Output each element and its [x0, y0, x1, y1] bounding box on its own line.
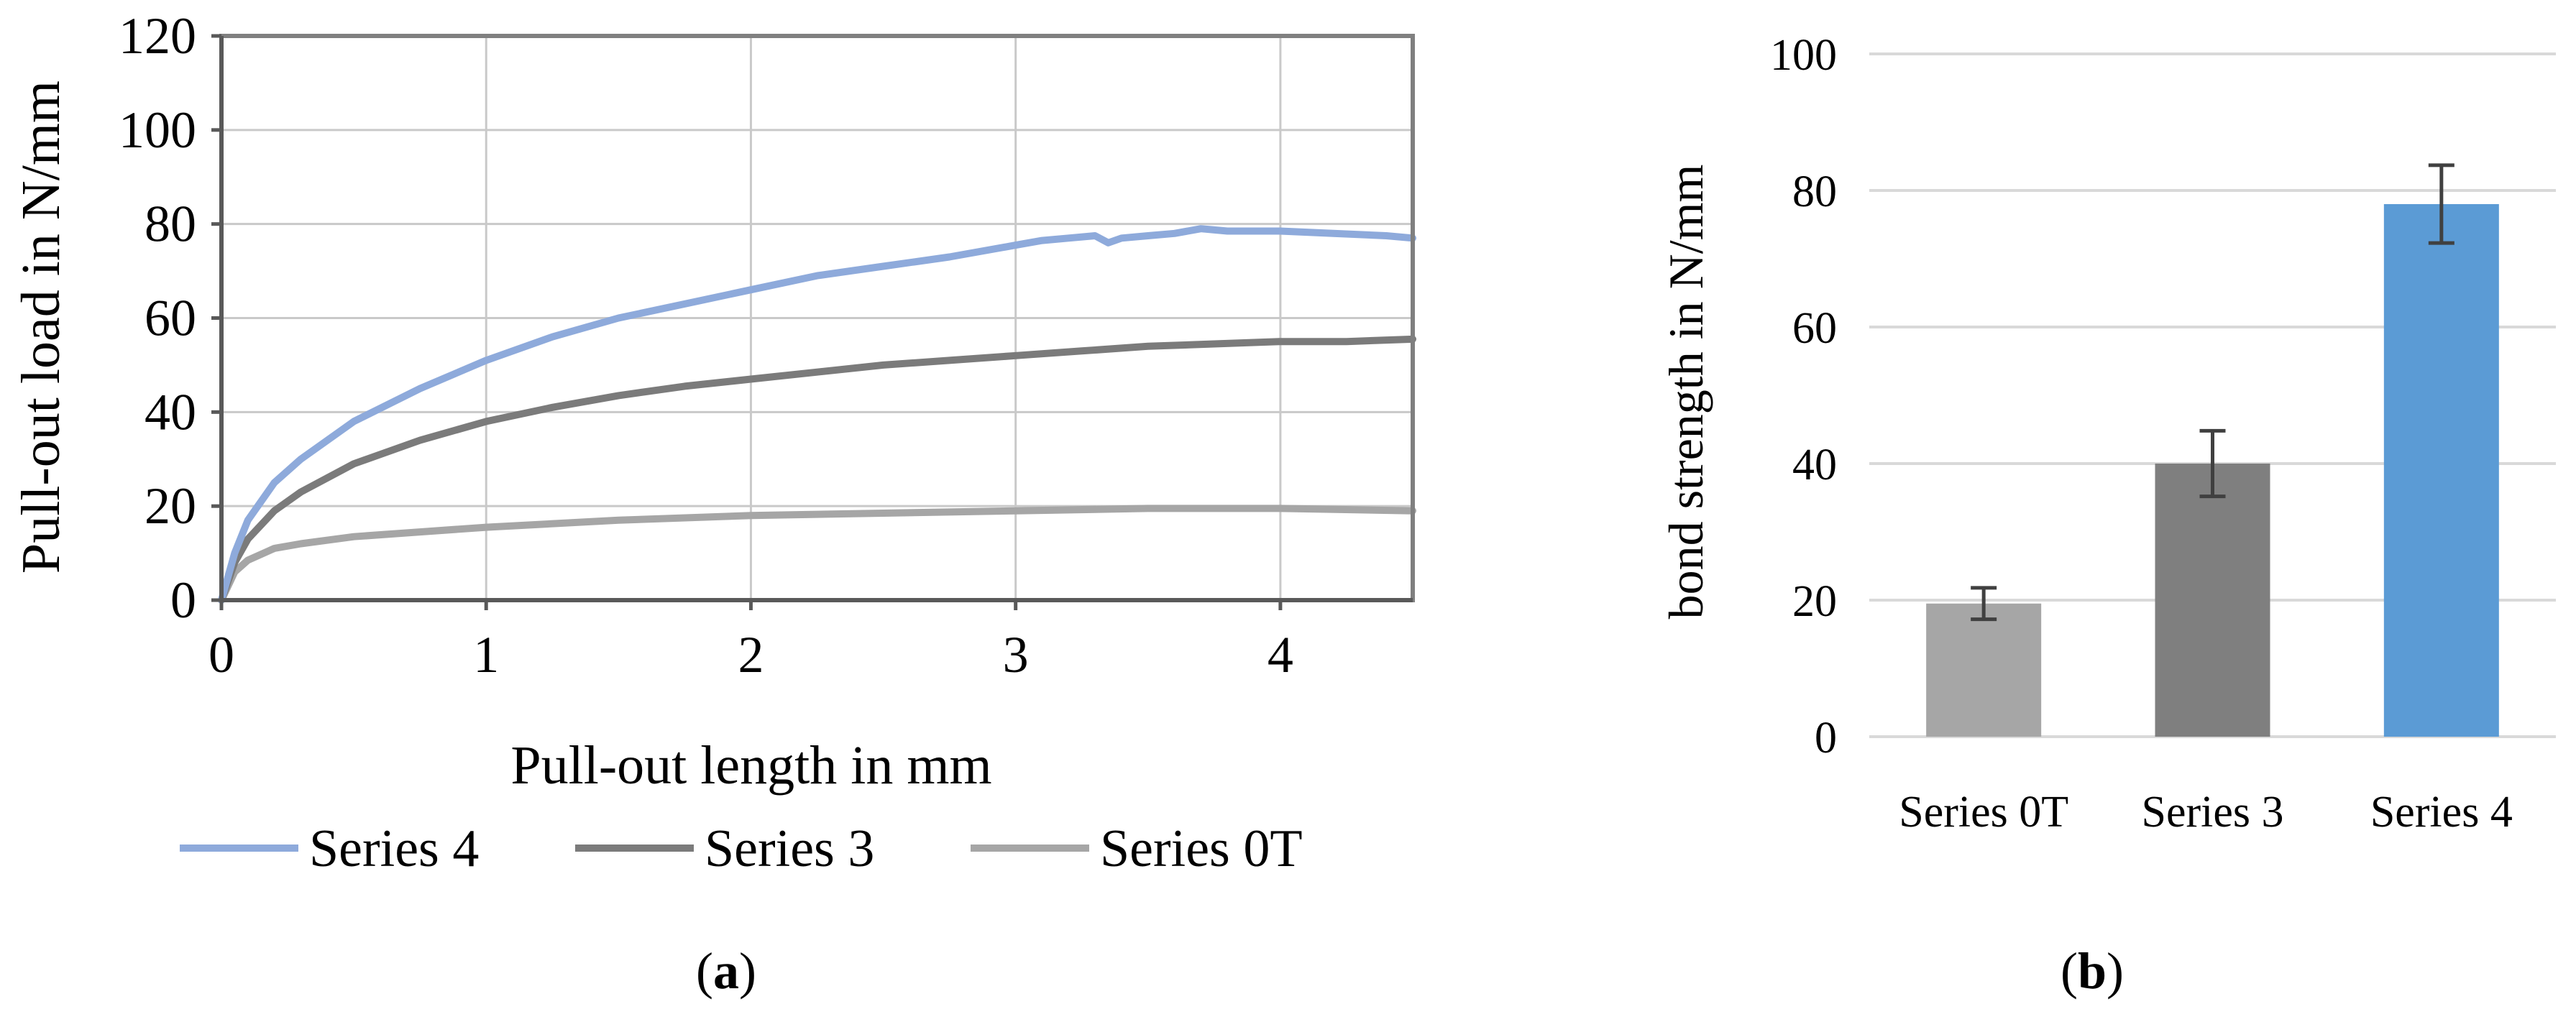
- y-tick-label: 80: [145, 195, 196, 253]
- bars: [1926, 204, 2499, 737]
- legend-item: Series 4: [180, 819, 479, 878]
- x-tick-label: 0: [208, 626, 234, 684]
- category-label: Series 4: [2370, 788, 2513, 837]
- legend-label: Series 3: [705, 819, 874, 878]
- y-tick-label: 0: [170, 571, 196, 629]
- y-tick-label: 20: [1792, 577, 1837, 626]
- x-tick-labels: 0 1 2 3 4: [208, 626, 1293, 684]
- bar-series-0t: [1926, 603, 2042, 737]
- bar-chart-panel: 0 20 40 60 80 100 Series 0T Series 3 Series 4 b…: [1659, 31, 2556, 1000]
- error-bar: [1971, 586, 1997, 622]
- legend-item: Series 0T: [971, 819, 1303, 878]
- y-axis-title: bond strength in N/mm: [1659, 165, 1713, 620]
- error-bar: [2428, 163, 2454, 245]
- panel-label-a: (a): [696, 942, 756, 1000]
- panel-label-b: (b): [2061, 942, 2124, 1000]
- series-lines: [218, 225, 1416, 604]
- bar-series-3: [2155, 464, 2270, 737]
- y-tick-labels: 0 20 40 60 80 100: [1770, 31, 1837, 763]
- series-line-series-4: [218, 225, 1416, 604]
- y-tick-label: 120: [119, 7, 196, 65]
- y-tick-label: 20: [145, 477, 196, 535]
- y-tick-label: 100: [119, 101, 196, 159]
- legend-label: Series 4: [309, 819, 479, 878]
- y-tick-label: 60: [145, 290, 196, 347]
- y-tick-labels: 0 20 40 60 80 100 120: [119, 7, 196, 629]
- y-tick-label: 100: [1770, 31, 1837, 80]
- panel-label-b-letter: b: [2078, 942, 2107, 1000]
- error-bars: [1971, 163, 2454, 622]
- plot-frame: [211, 34, 1415, 610]
- x-tick-label: 3: [1003, 626, 1029, 684]
- error-bar: [2199, 428, 2226, 499]
- y-tick-label: 40: [145, 383, 196, 441]
- series-line-series-3: [218, 335, 1416, 604]
- y-tick-label: 40: [1792, 441, 1837, 489]
- line-chart-panel: 0 20 40 60 80 100 120 0 1 2 3 4 Pull-out load in N…: [11, 7, 1416, 1000]
- legend: Series 4 Series 3 Series 0T: [180, 819, 1303, 878]
- y-tick-label: 60: [1792, 304, 1837, 353]
- legend-item: Series 3: [575, 819, 874, 878]
- grid-lines: [221, 36, 1413, 600]
- category-label: Series 0T: [1899, 788, 2068, 837]
- y-tick-label: 80: [1792, 167, 1837, 216]
- x-tick-label: 1: [473, 626, 499, 684]
- y-tick-label: 0: [1815, 714, 1837, 763]
- series-line-series-0t: [218, 505, 1416, 604]
- y-axis-title: Pull-out load in N/mm: [11, 80, 71, 574]
- x-tick-label: 2: [738, 626, 764, 684]
- bar-series-4: [2383, 204, 2499, 737]
- x-tick-label: 4: [1268, 626, 1293, 684]
- category-labels: Series 0T Series 3 Series 4: [1899, 788, 2513, 837]
- legend-label: Series 0T: [1100, 819, 1303, 878]
- category-label: Series 3: [2141, 788, 2283, 837]
- panel-label-a-letter: a: [713, 942, 739, 1000]
- x-axis-title: Pull-out length in mm: [510, 735, 991, 796]
